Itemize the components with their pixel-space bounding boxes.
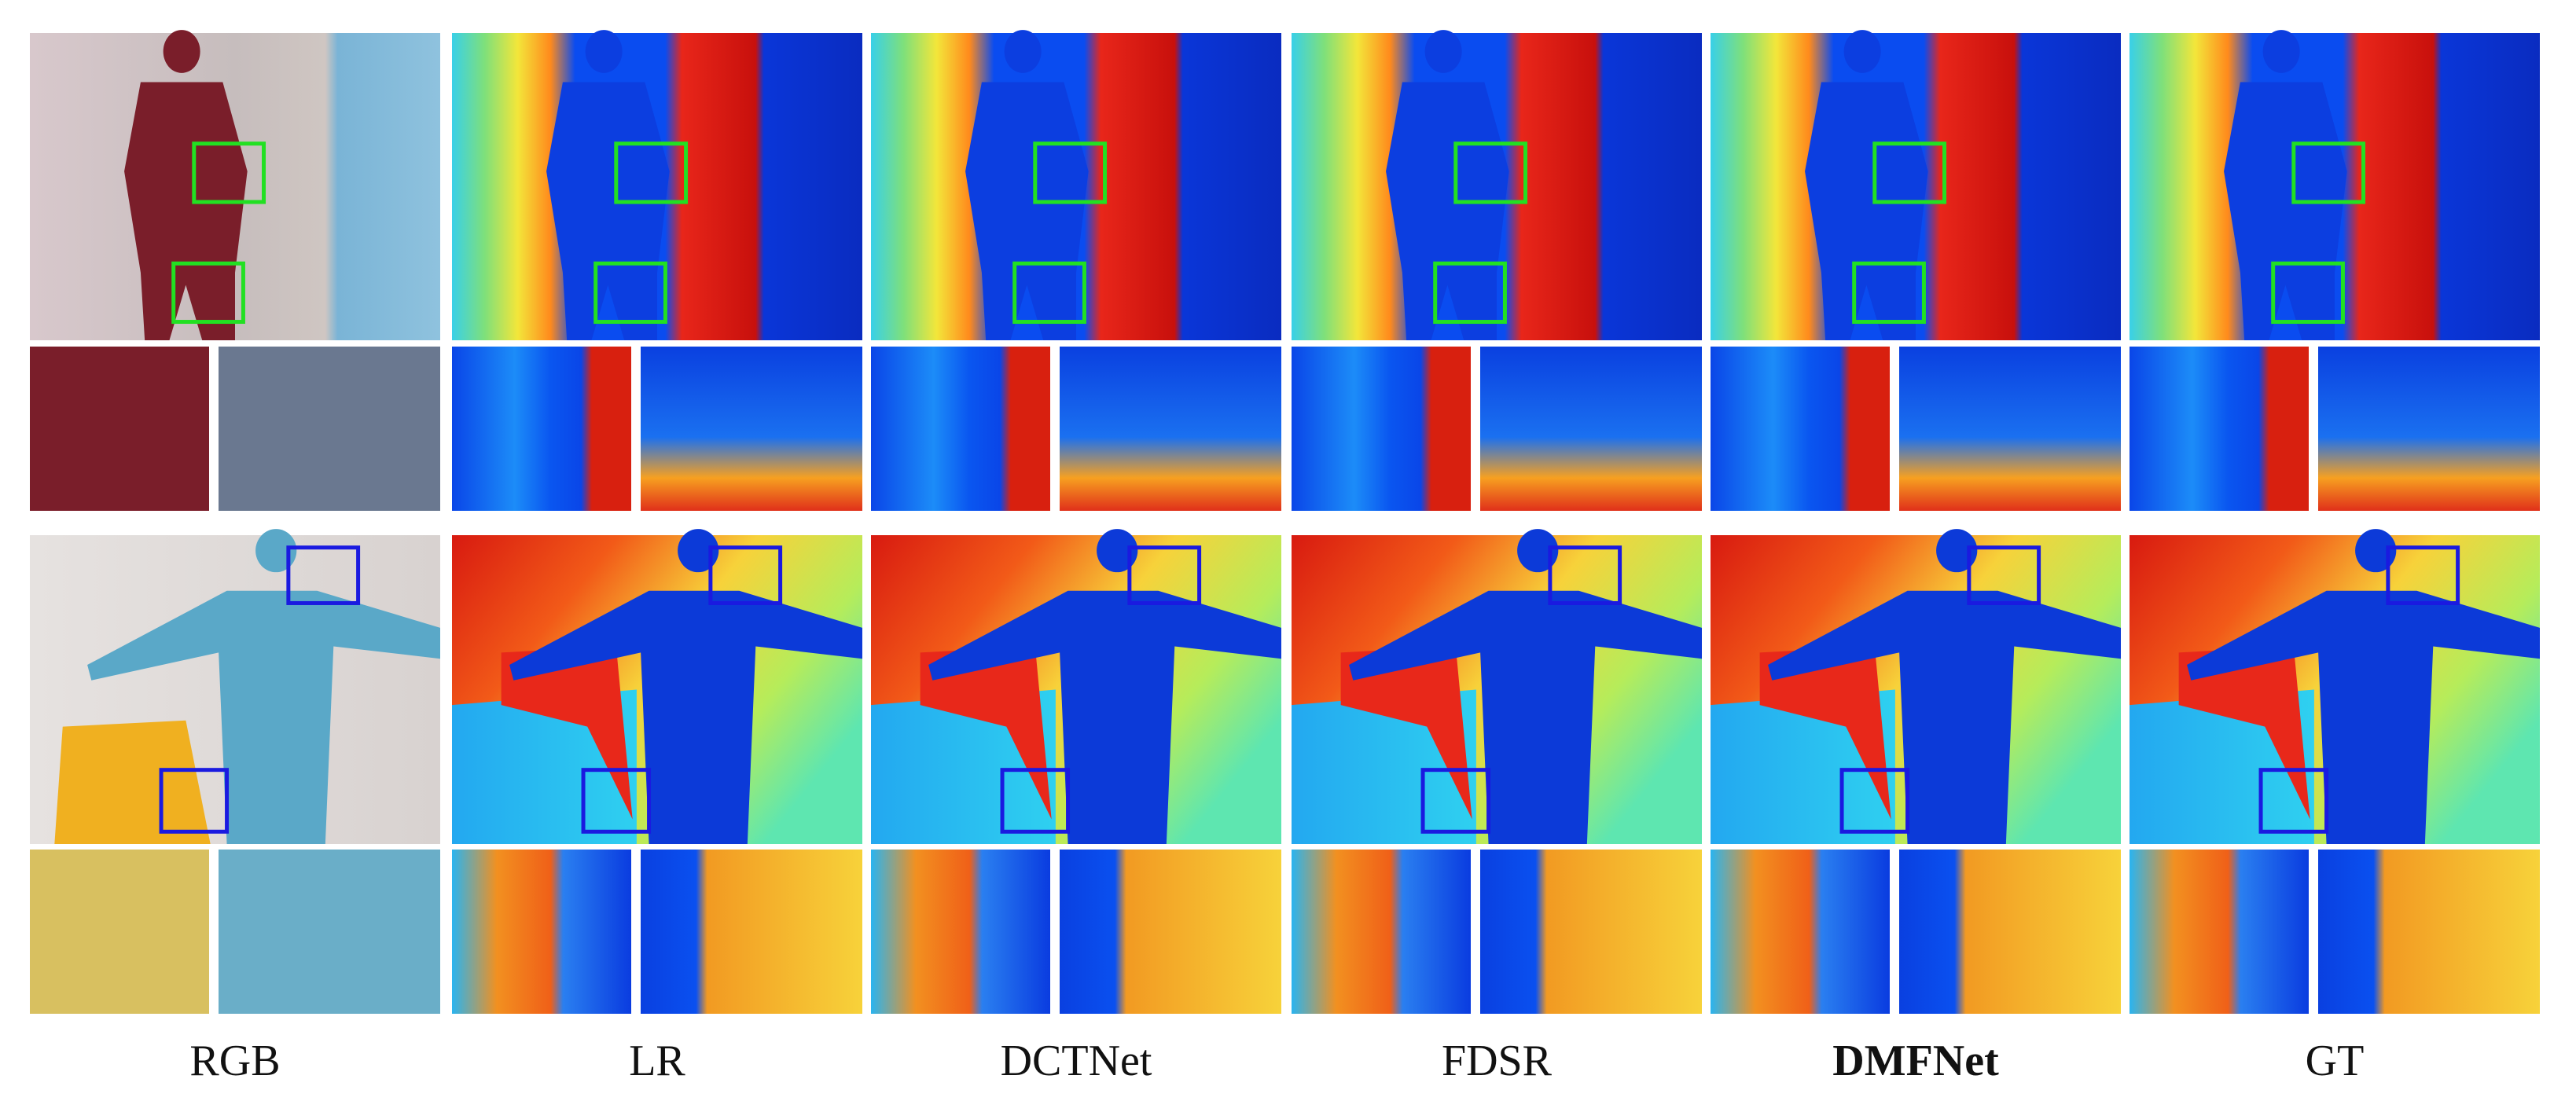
body — [2187, 590, 2540, 844]
zoom-crop — [641, 347, 862, 511]
head — [163, 30, 200, 73]
head — [678, 529, 719, 573]
column-label: LR — [629, 1037, 685, 1085]
body — [965, 82, 1089, 340]
head — [1004, 30, 1042, 73]
zoom-crop — [219, 850, 440, 1014]
zoom-crop — [871, 347, 1050, 511]
zoom-crop — [2318, 347, 2540, 511]
zoom-crop — [30, 347, 209, 511]
column: RGB — [30, 30, 440, 1085]
zoom-crop — [452, 850, 631, 1014]
zoom-box — [171, 261, 245, 325]
column-label: DCTNet — [1001, 1037, 1152, 1085]
column: DCTNet — [871, 30, 1281, 1085]
head — [585, 30, 623, 73]
zoom-crop — [871, 850, 1050, 1014]
background-region — [1759, 646, 1891, 820]
body — [546, 82, 670, 340]
zoom-box — [1420, 768, 1491, 834]
head — [2262, 30, 2300, 73]
zoom-crop — [1292, 347, 1471, 511]
head — [1936, 529, 1978, 573]
zoom-box — [1127, 545, 1202, 605]
zoom-crop — [2130, 347, 2309, 511]
zoom-box — [708, 545, 783, 605]
body — [1349, 590, 1702, 844]
zoom-box — [1852, 261, 1926, 325]
zoom-crop — [1480, 347, 1702, 511]
zoom-crop — [2130, 850, 2309, 1014]
head — [1517, 529, 1559, 573]
column-label: GT — [2306, 1037, 2365, 1085]
zoom-crop — [30, 850, 209, 1014]
column-label: RGB — [189, 1037, 280, 1085]
head — [255, 529, 297, 573]
body — [1768, 590, 2121, 844]
column: DMFNet — [1711, 30, 2121, 1085]
zoom-crop — [219, 347, 440, 511]
body — [1386, 82, 1509, 340]
zoom-box — [192, 141, 266, 204]
zoom-box — [1839, 768, 1910, 834]
head — [2355, 529, 2397, 573]
zoom-box — [159, 768, 230, 834]
zoom-box — [2271, 261, 2345, 325]
head — [1843, 30, 1881, 73]
zoom-crop — [1899, 347, 2121, 511]
zoom-box — [593, 261, 667, 325]
body — [87, 590, 440, 844]
head — [1097, 529, 1138, 573]
zoom-crop — [1060, 850, 1281, 1014]
zoom-crop — [1060, 347, 1281, 511]
head — [1424, 30, 1462, 73]
column: GT — [2130, 30, 2540, 1085]
background-region — [501, 646, 633, 820]
column-label: FDSR — [1442, 1037, 1553, 1085]
zoom-crop — [452, 347, 631, 511]
jacket — [54, 720, 211, 844]
zoom-box — [2291, 141, 2366, 204]
zoom-box — [1548, 545, 1622, 605]
body — [928, 590, 1281, 844]
zoom-box — [614, 141, 689, 204]
zoom-crop — [1899, 850, 2121, 1014]
body — [124, 82, 248, 340]
zoom-box — [581, 768, 652, 834]
zoom-box — [1000, 768, 1071, 834]
zoom-crop — [641, 850, 862, 1014]
background-region — [920, 646, 1052, 820]
column: LR — [452, 30, 862, 1085]
zoom-box — [1453, 141, 1528, 204]
zoom-box — [2258, 768, 2329, 834]
zoom-crop — [1711, 347, 1890, 511]
body — [2224, 82, 2347, 340]
zoom-box — [1033, 141, 1108, 204]
background-region — [1340, 646, 1472, 820]
body — [1805, 82, 1928, 340]
zoom-box — [1012, 261, 1086, 325]
zoom-box — [286, 545, 361, 605]
zoom-crop — [1292, 850, 1471, 1014]
background-region — [2178, 646, 2310, 820]
column-label: DMFNet — [1832, 1037, 1999, 1085]
zoom-box — [2386, 545, 2460, 605]
zoom-box — [1872, 141, 1947, 204]
body — [509, 590, 862, 844]
zoom-crop — [1711, 850, 1890, 1014]
zoom-crop — [1480, 850, 1702, 1014]
column: FDSR — [1292, 30, 1702, 1085]
zoom-crop — [2318, 850, 2540, 1014]
zoom-box — [1433, 261, 1507, 325]
zoom-box — [1967, 545, 2041, 605]
